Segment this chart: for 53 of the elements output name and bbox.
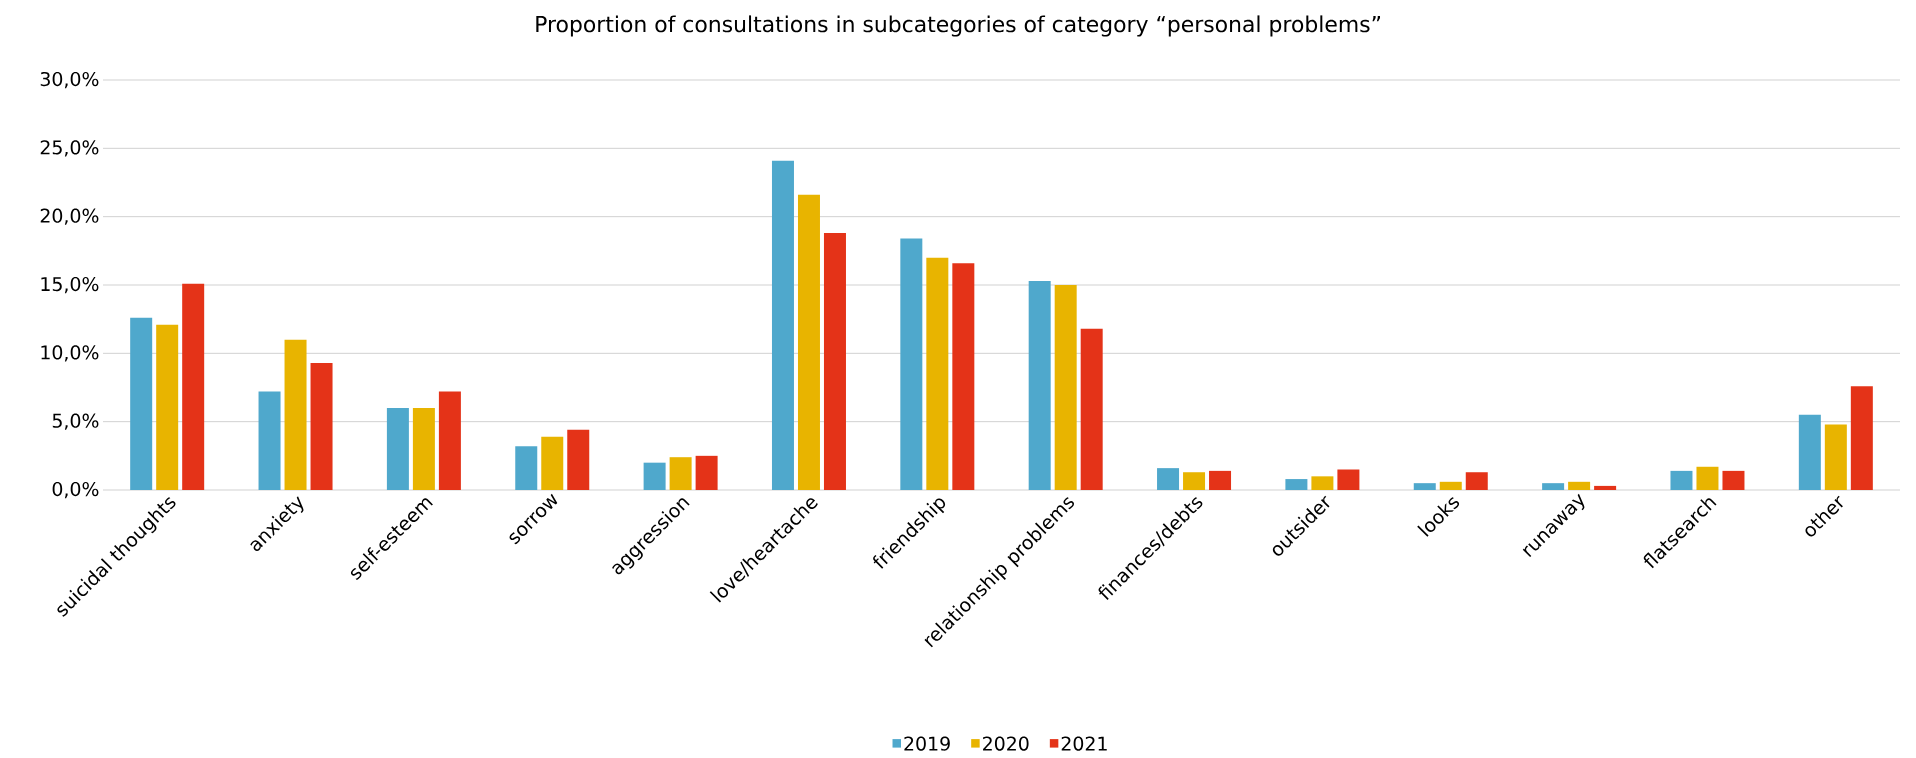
bar	[1465, 472, 1488, 490]
bar	[952, 263, 975, 490]
bar	[1542, 483, 1565, 490]
bar	[771, 160, 794, 490]
bar	[823, 233, 846, 490]
bar	[386, 408, 409, 490]
bar	[412, 408, 435, 490]
legend-label: 2020	[983, 736, 1029, 751]
y-tick-label: 25,0%	[40, 140, 99, 157]
bar	[156, 324, 179, 490]
bar	[1080, 328, 1103, 490]
y-tick-label: 30,0%	[40, 71, 99, 89]
bar	[1798, 414, 1821, 490]
bar	[1311, 476, 1334, 490]
bar	[926, 257, 949, 490]
bar	[258, 391, 281, 490]
bar	[541, 436, 564, 490]
bar	[695, 455, 718, 490]
bar	[669, 457, 692, 490]
bar	[1568, 481, 1591, 490]
bar	[1337, 469, 1360, 490]
bar	[1209, 470, 1232, 490]
bar	[1028, 280, 1051, 490]
bar	[1670, 470, 1693, 490]
bar	[900, 238, 923, 490]
bar	[182, 283, 205, 490]
bar	[1439, 481, 1462, 490]
chart-title: Proportion of consultations in subcategories of category “personal problems”	[536, 15, 1381, 37]
bar	[797, 194, 820, 490]
bar	[1824, 424, 1847, 490]
bar	[130, 317, 153, 490]
bar	[1285, 479, 1308, 490]
bar	[1850, 386, 1873, 490]
y-tick-label: 20,0%	[40, 208, 99, 225]
bar	[1722, 470, 1745, 490]
bar	[284, 339, 307, 490]
y-tick-label: 0,0%	[52, 481, 99, 499]
bar	[1413, 483, 1436, 490]
legend-label: 2021	[1061, 736, 1107, 751]
bar	[567, 429, 590, 490]
bar	[310, 362, 333, 490]
bar	[1157, 468, 1180, 490]
bar	[1594, 485, 1617, 490]
bar	[643, 462, 666, 490]
bar	[1696, 466, 1719, 490]
y-tick-label: 5,0%	[52, 413, 99, 430]
bar	[1183, 472, 1206, 490]
legend-label: 2019	[904, 736, 950, 751]
y-tick-label: 10,0%	[41, 345, 99, 362]
y-tick-label: 15,0%	[41, 276, 99, 294]
bar	[438, 391, 461, 490]
bar	[515, 446, 538, 490]
bar	[1054, 285, 1077, 490]
